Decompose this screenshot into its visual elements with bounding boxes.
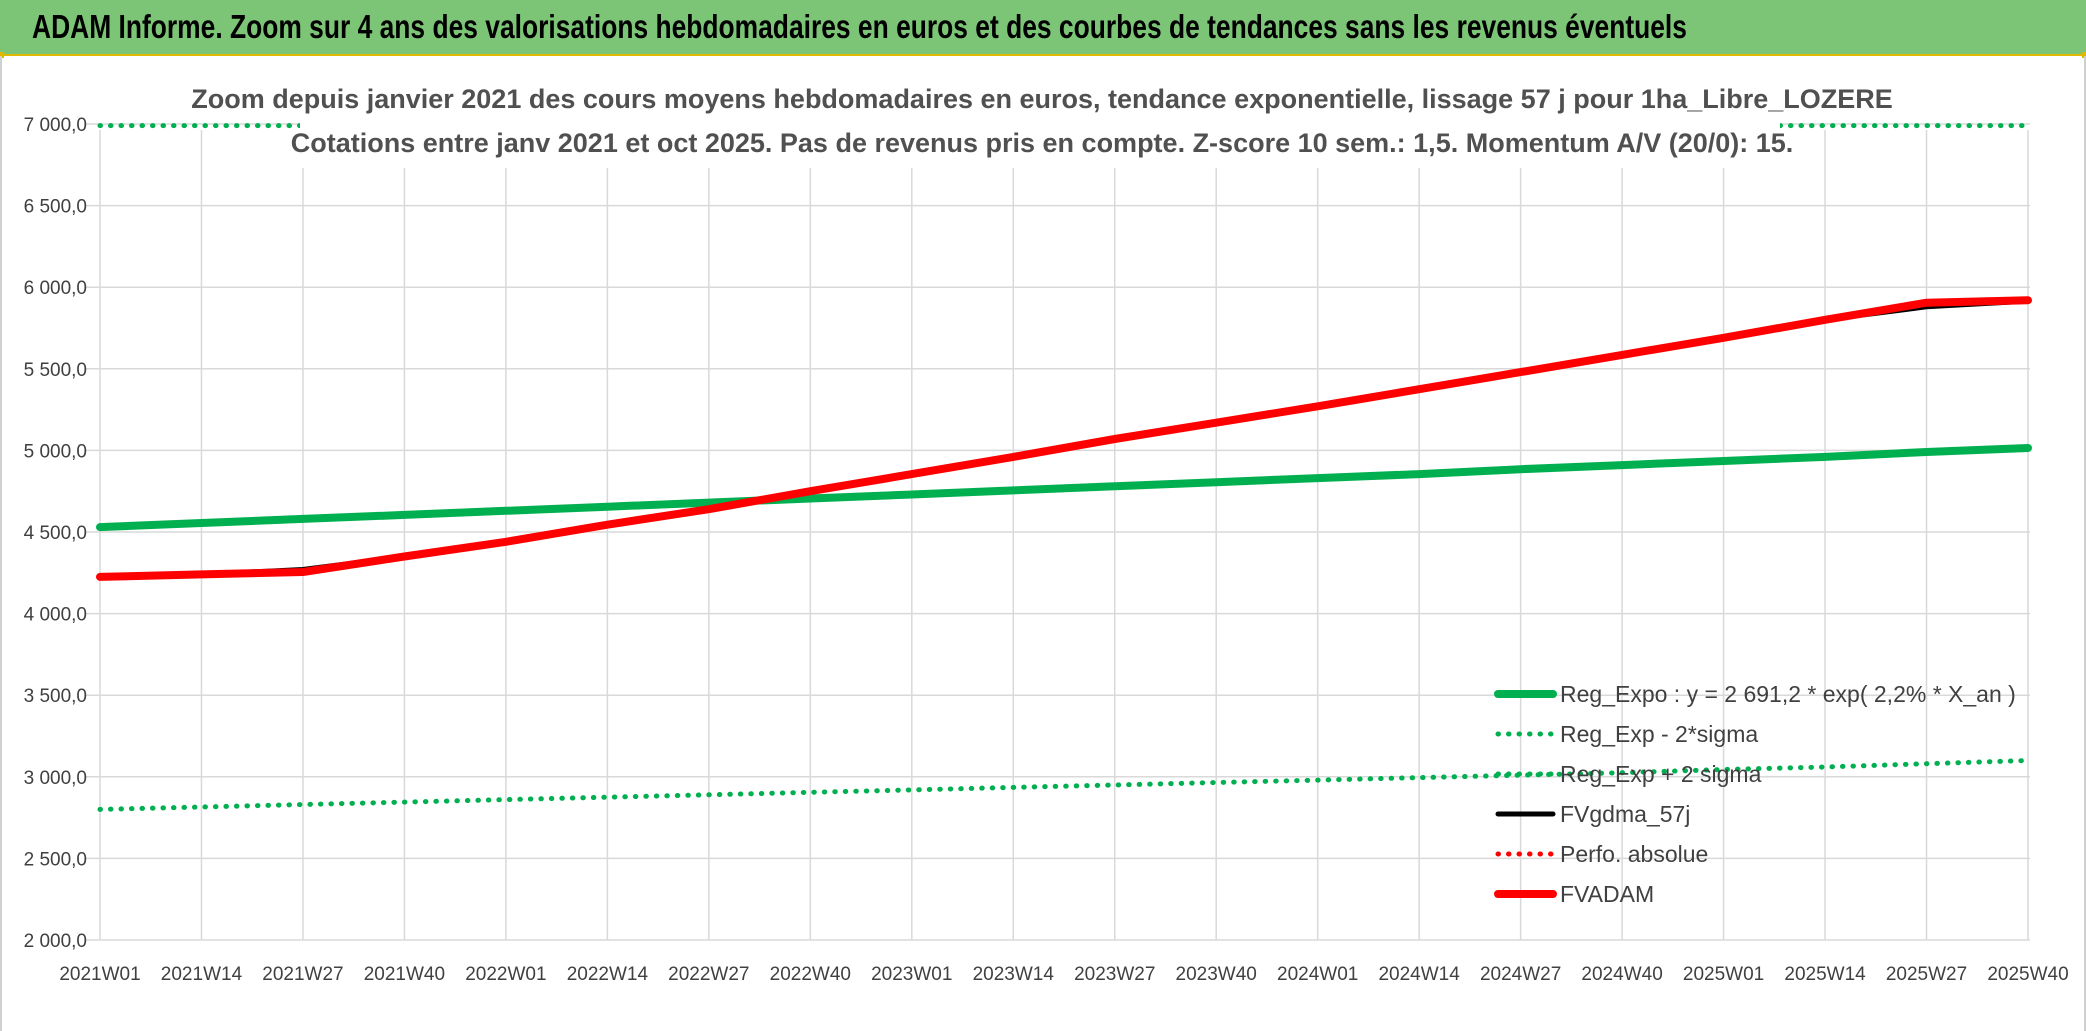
y-axis: 2 000,0 2 500,0 3 000,0 3 500,0 4 000,0 4 500… <box>24 115 87 952</box>
x-tick-label: 2022W27 <box>668 964 749 985</box>
chart-subtitle: Cotations entre janv 2021 et oct 2025. P… <box>291 128 1794 158</box>
chart-gridlines <box>85 123 2030 941</box>
legend-label: Reg_Exp - 2*sigma <box>1560 721 1758 747</box>
x-tick-label: 2022W14 <box>567 964 649 985</box>
x-tick-label: 2021W27 <box>262 964 343 985</box>
x-tick-label: 2025W01 <box>1683 964 1764 985</box>
legend-label: FVADAM <box>1560 881 1654 907</box>
series-line-reg-expo <box>96 444 2032 532</box>
series-line-reg-exp <box>97 758 2031 812</box>
report-banner: ADAM Informe. Zoom sur 4 ans des valoris… <box>0 0 2086 56</box>
chart-title: Zoom depuis janvier 2021 des cours moyen… <box>191 84 1893 114</box>
x-axis: 2021W01 2021W14 2021W27 2021W40 2022W01 2022W… <box>59 964 2068 985</box>
chart-title-backdrop <box>300 78 1780 168</box>
y-tick-label: 2 000,0 <box>24 931 87 952</box>
x-tick-label: 2023W27 <box>1074 964 1155 985</box>
series-line-fvadam <box>96 296 2032 581</box>
x-tick-label: 2024W01 <box>1277 964 1358 985</box>
x-tick-label: 2024W14 <box>1378 964 1460 985</box>
legend-label: Reg_Exp + 2 sigma <box>1560 761 1762 787</box>
chart-frame <box>0 56 2086 1031</box>
legend-label: Perfo. absolue <box>1560 841 1708 867</box>
x-tick-label: 2024W27 <box>1480 964 1561 985</box>
banner-corner-right <box>2082 52 2086 58</box>
x-tick-label: 2025W40 <box>1987 964 2068 985</box>
y-tick-label: 2 500,0 <box>24 849 87 870</box>
legend-label: Reg_Expo : y = 2 691,2 * exp( 2,2% * X_a… <box>1560 681 2016 707</box>
y-tick-label: 7 000,0 <box>24 115 87 136</box>
y-tick-label: 6 500,0 <box>24 197 87 218</box>
x-tick-label: 2021W40 <box>364 964 445 985</box>
banner-corner-left <box>0 52 4 58</box>
x-tick-label: 2024W40 <box>1581 964 1662 985</box>
y-tick-label: 3 500,0 <box>24 686 87 707</box>
x-tick-label: 2025W27 <box>1886 964 1967 985</box>
y-tick-label: 4 500,0 <box>24 523 87 544</box>
x-tick-label: 2022W01 <box>465 964 546 985</box>
chart-legend: Reg_Expo : y = 2 691,2 * exp( 2,2% * X_a… <box>1494 681 2016 907</box>
x-tick-label: 2023W01 <box>871 964 952 985</box>
x-tick-label: 2023W14 <box>973 964 1055 985</box>
y-tick-label: 4 000,0 <box>24 605 87 626</box>
x-tick-label: 2025W14 <box>1784 964 1866 985</box>
x-tick-label: 2022W40 <box>770 964 851 985</box>
x-tick-label: 2021W01 <box>59 964 140 985</box>
x-tick-label: 2023W40 <box>1176 964 1257 985</box>
y-tick-label: 5 000,0 <box>24 441 87 462</box>
y-tick-label: 6 000,0 <box>24 278 87 299</box>
legend-label: FVgdma_57j <box>1560 801 1690 827</box>
y-tick-label: 3 000,0 <box>24 768 87 789</box>
series-line-fvgdma-57j <box>97 298 2031 580</box>
x-tick-label: 2021W14 <box>161 964 243 985</box>
y-tick-label: 5 500,0 <box>24 360 87 381</box>
report-banner-title: ADAM Informe. Zoom sur 4 ans des valoris… <box>32 8 1687 45</box>
